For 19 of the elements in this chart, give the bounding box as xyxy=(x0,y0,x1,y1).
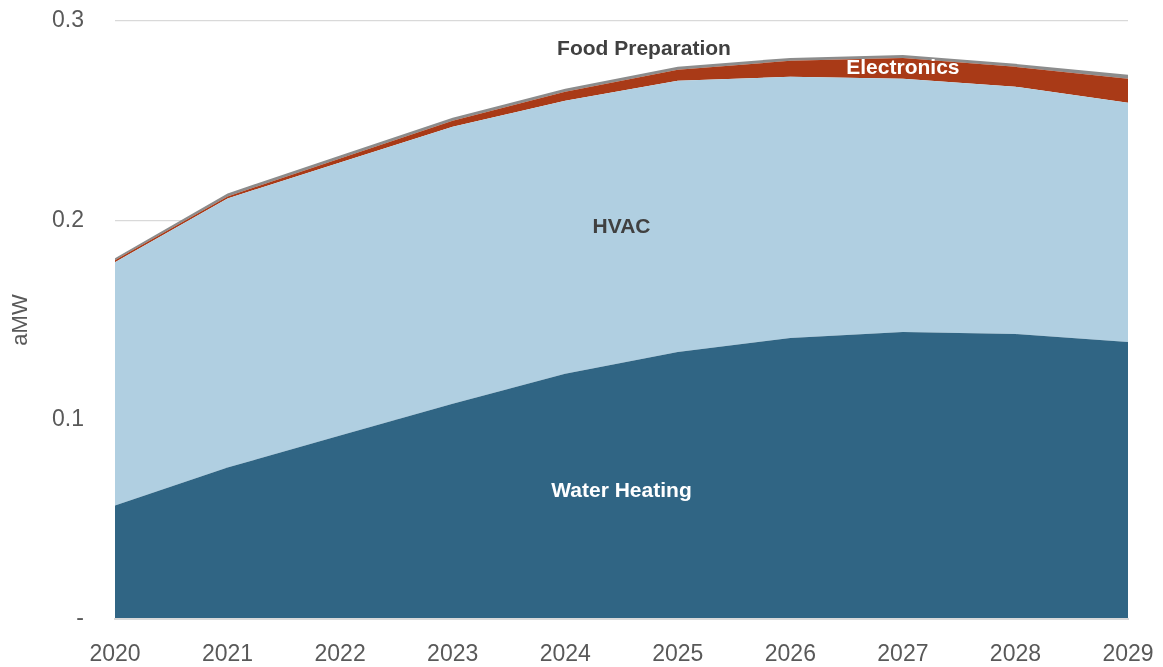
x-tick-label: 2024 xyxy=(539,640,592,667)
y-tick-label: 0.3 xyxy=(52,6,84,33)
y-axis-title: aMW xyxy=(7,294,33,346)
x-tick-label: 2022 xyxy=(314,640,366,667)
x-tick-label: 2025 xyxy=(652,640,704,667)
series-label: Water Heating xyxy=(551,477,692,501)
x-tick-label: 2029 xyxy=(1102,640,1154,667)
x-tick-label: 2021 xyxy=(201,640,254,667)
x-tick-label: 2027 xyxy=(877,640,929,667)
y-tick-label: - xyxy=(76,604,84,631)
x-tick-label: 2026 xyxy=(764,640,816,667)
series-label: Food Preparation xyxy=(557,36,731,60)
series-label: HVAC xyxy=(592,213,651,237)
x-tick-label: 2020 xyxy=(89,640,141,667)
y-tick-label: 0.2 xyxy=(52,205,84,232)
x-tick-label: 2023 xyxy=(427,640,479,667)
series-label: Electronics xyxy=(846,55,960,79)
x-tick-label: 2028 xyxy=(989,640,1042,667)
y-tick-label: 0.1 xyxy=(52,405,84,432)
